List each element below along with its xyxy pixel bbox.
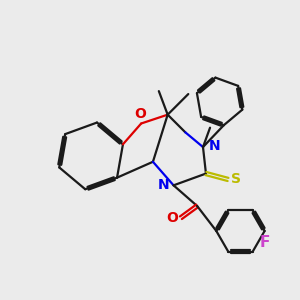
- Text: F: F: [260, 235, 270, 250]
- Text: O: O: [134, 107, 146, 121]
- Text: S: S: [231, 172, 241, 186]
- Text: N: N: [158, 178, 169, 192]
- Text: N: N: [208, 139, 220, 153]
- Text: O: O: [167, 211, 178, 225]
